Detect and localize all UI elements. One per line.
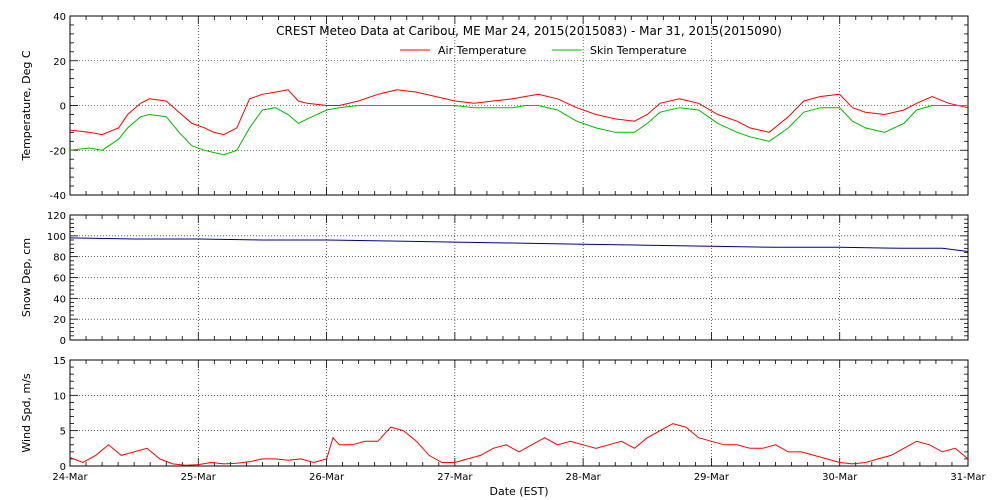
y-tick-label: 0 [60,462,66,473]
x-tick-label: 31-Mar [950,472,986,483]
y-tick-label: 15 [53,356,66,367]
panel-3: 0 5 10 15 Wind Spd, m/s [20,356,969,473]
y-tick-label: 40 [53,12,66,23]
panel-2: 0 20 40 60 80 100 120 Snow Dep, cm [20,211,969,347]
y-tick-label: 0 [60,102,66,113]
legend-label-air: Air Temperature [438,44,527,57]
y-tick-label: 5 [60,427,66,438]
chart-title: CREST Meteo Data at Caribou, ME Mar 24, … [276,24,782,38]
x-tick-label: 29-Mar [694,472,730,483]
panels: -40 -20 0 20 40 Temperature, Deg C 0 20 40 60 80 10… [20,12,986,483]
y-axis-label: Snow Dep, cm [20,238,33,317]
x-tick-label: 28-Mar [566,472,602,483]
y-tick-label: -20 [50,146,66,157]
x-axis-label: Date (EST) [489,485,548,498]
y-tick-label: 80 [53,253,66,264]
y-tick-label: 40 [53,294,66,305]
x-tick-label: 24-Mar [52,472,88,483]
y-tick-label: 60 [53,274,66,285]
panel-frame [69,359,969,467]
y-tick-label: 10 [53,391,66,402]
y-axis-label: Wind Spd, m/s [20,373,33,453]
x-tick-label: 27-Mar [437,472,473,483]
series-line-air-temperature [69,89,969,136]
y-axis-label: Temperature, Deg C [20,50,33,161]
y-tick-label: 100 [47,232,66,243]
y-tick-label: -40 [50,191,66,202]
panel-1: -40 -20 0 20 40 Temperature, Deg C [20,12,969,202]
series-line-panel-3 [69,423,969,466]
x-tick-label: 30-Mar [822,472,858,483]
y-tick-label: 20 [53,57,66,68]
x-tick-label: 26-Mar [309,472,345,483]
series-line-panel-2 [69,237,969,252]
y-tick-label: 20 [53,315,66,326]
x-tick-label: 25-Mar [181,472,217,483]
legend: Air Temperature Skin Temperature [400,44,687,57]
series-line-skin-temperature [69,105,968,156]
panel-frame [69,15,969,196]
y-tick-label: 120 [47,211,66,222]
x-axis: 24-Mar 25-Mar 26-Mar 27-Mar 28-Mar 29-Mar 30-M… [52,472,986,483]
legend-label-skin: Skin Temperature [590,44,687,57]
y-tick-label: 0 [60,336,66,347]
panel-frame [69,214,969,341]
